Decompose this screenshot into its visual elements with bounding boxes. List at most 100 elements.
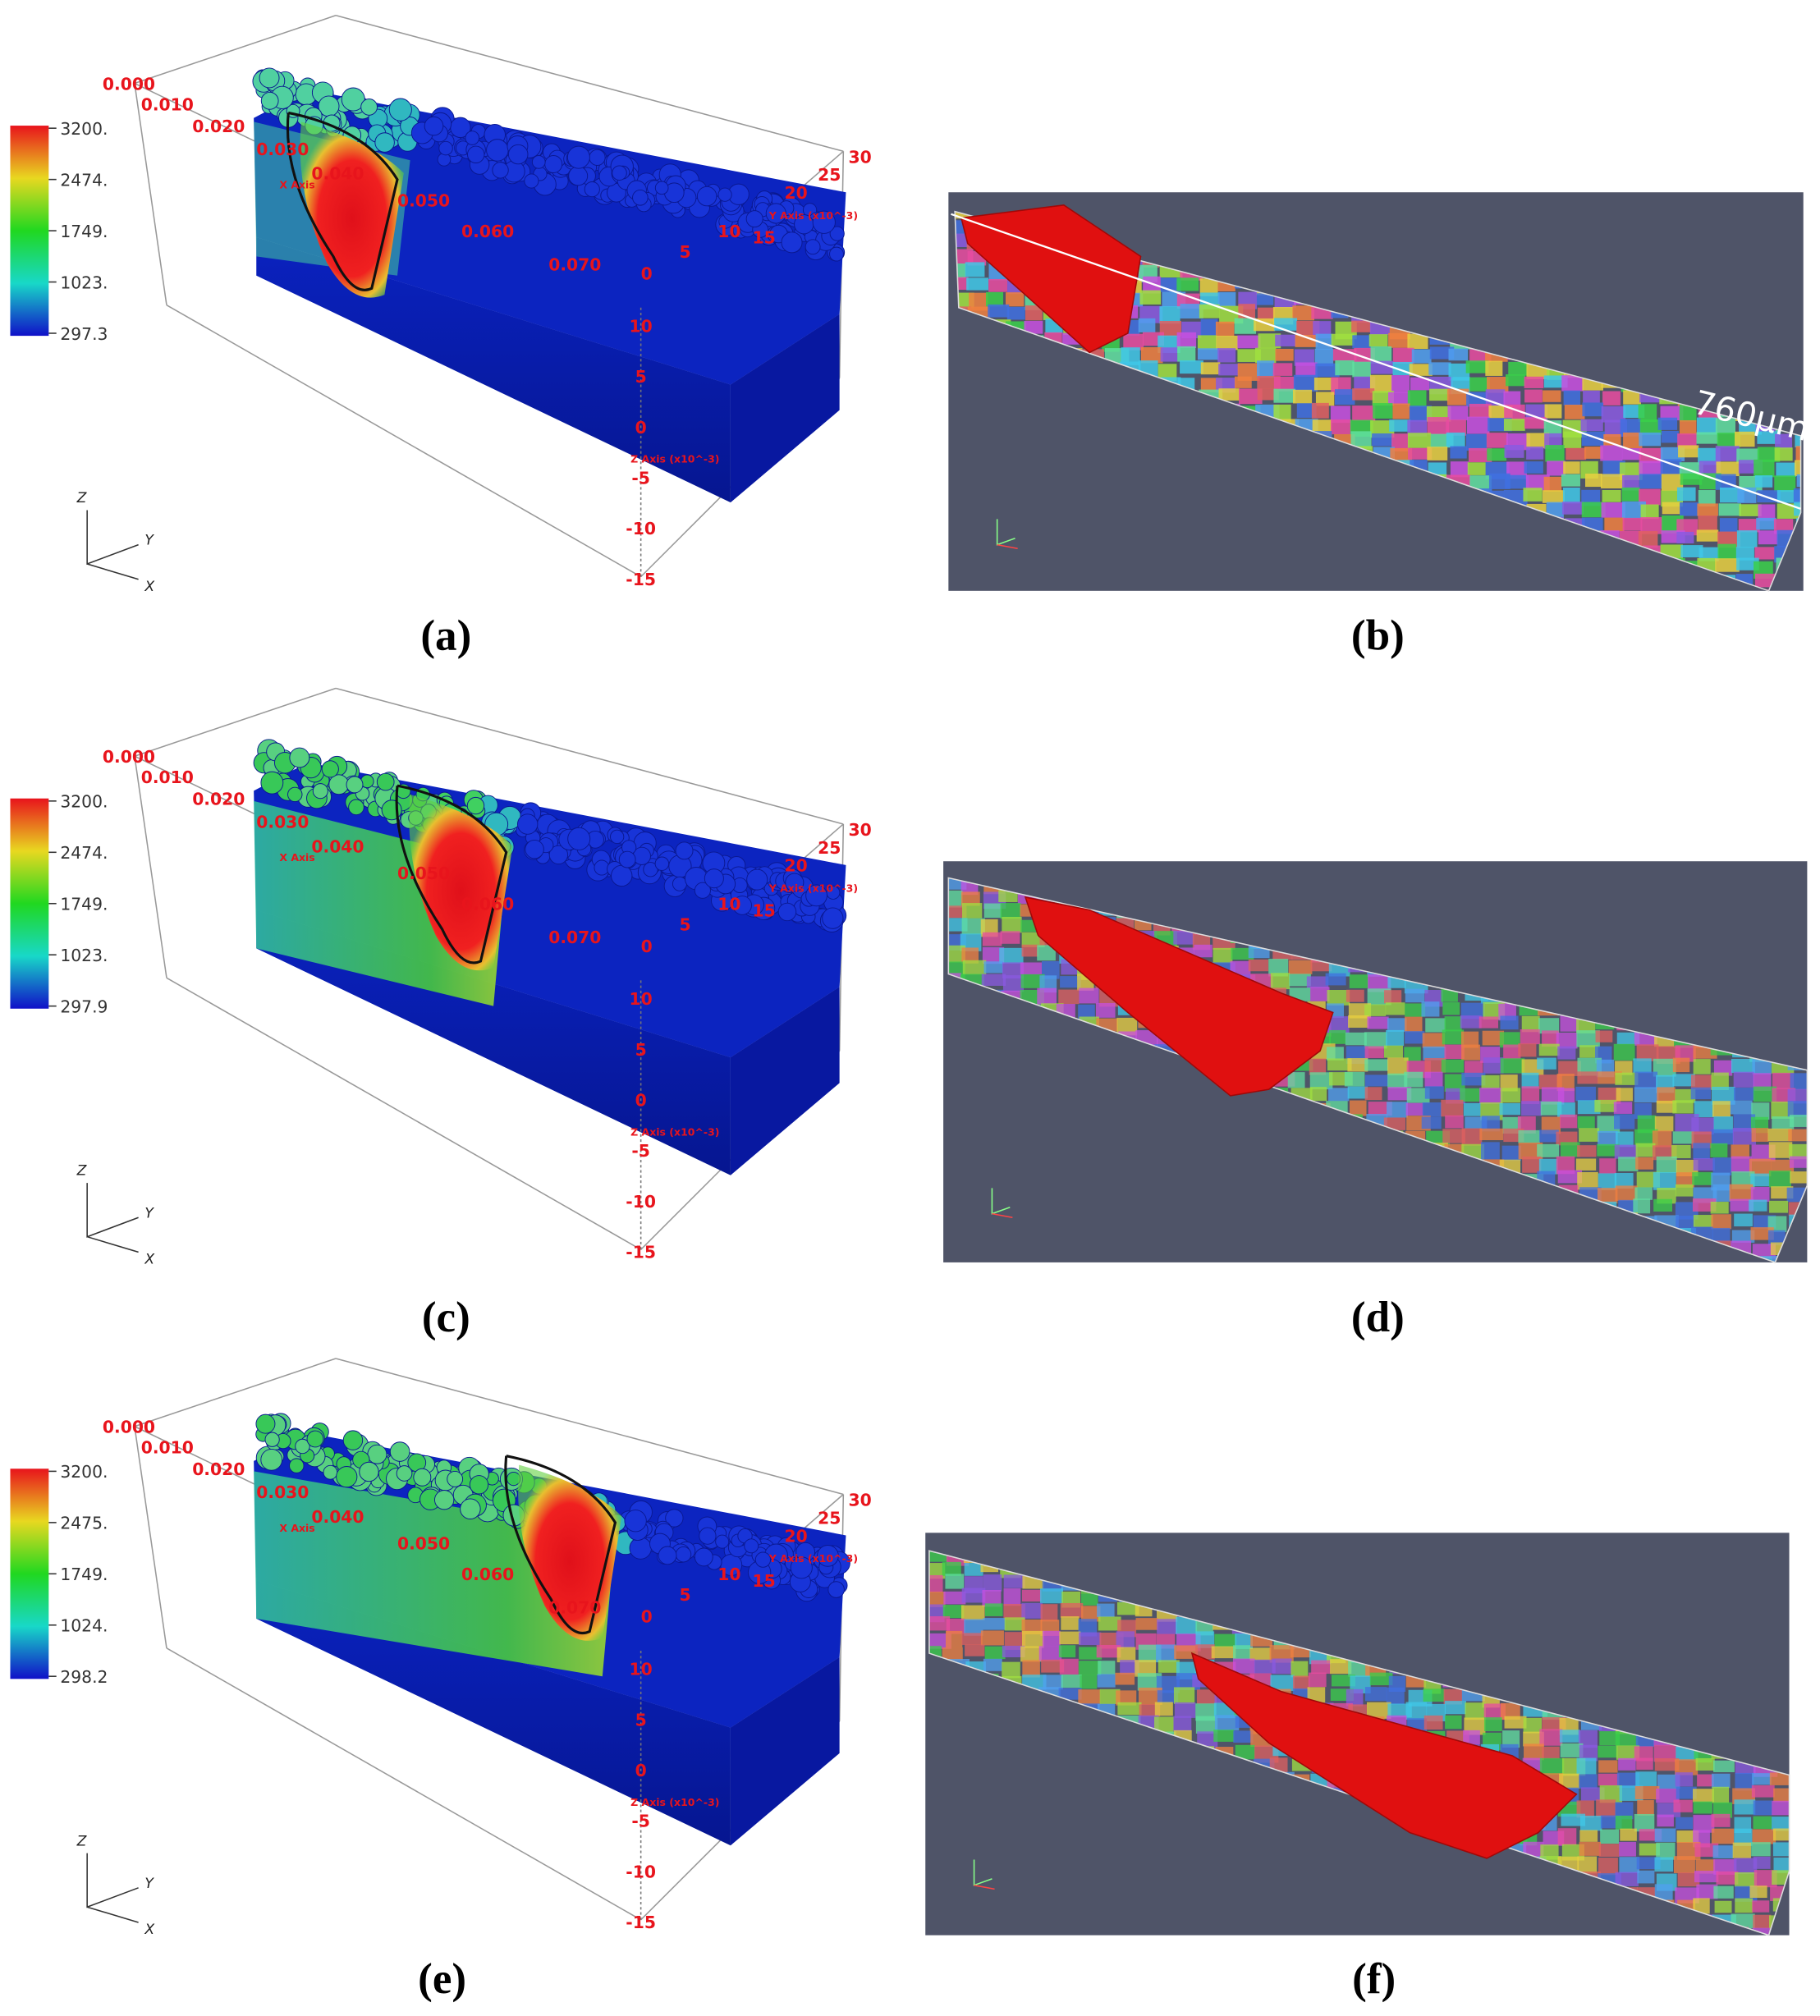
colorbar-label: 2475. — [60, 1514, 108, 1533]
grain — [1711, 1828, 1735, 1844]
grain — [1409, 405, 1433, 422]
grain — [1602, 391, 1621, 405]
grain — [1657, 1774, 1680, 1789]
grain — [1268, 959, 1289, 977]
grain — [1599, 1785, 1623, 1803]
grain — [1388, 332, 1410, 348]
grain — [1556, 1131, 1578, 1146]
colorbar-label: 1749. — [60, 1565, 108, 1584]
grain — [1369, 374, 1392, 393]
powder-particle — [323, 1464, 338, 1480]
grain — [1422, 1102, 1442, 1117]
grain — [1717, 433, 1740, 448]
grain — [1154, 1716, 1174, 1734]
grain — [942, 1561, 961, 1576]
y-tick-label: 0 — [641, 1607, 653, 1627]
grain — [1600, 474, 1625, 489]
grain — [1059, 1631, 1081, 1645]
grain — [1485, 360, 1503, 376]
powder-particle — [544, 155, 563, 173]
grain — [1539, 1757, 1565, 1775]
grain — [1599, 1158, 1616, 1174]
grain — [1293, 1675, 1310, 1690]
grain — [1352, 361, 1371, 378]
grain — [1730, 1198, 1754, 1212]
grain — [1158, 1660, 1180, 1673]
grain — [1331, 1675, 1356, 1687]
grain — [1143, 276, 1161, 294]
x-tick-label: 0.010 — [141, 1438, 194, 1458]
grain — [1080, 1675, 1098, 1689]
melt-pool — [300, 121, 404, 298]
grain — [1656, 1156, 1677, 1174]
grain — [1634, 1071, 1658, 1089]
grain — [961, 1605, 985, 1620]
x-tick-label: 0.020 — [192, 117, 245, 136]
axis-triad — [86, 1183, 139, 1238]
grain — [1292, 305, 1314, 321]
grain — [1330, 1659, 1352, 1675]
grain — [1656, 1842, 1676, 1860]
grain — [1123, 333, 1144, 351]
colorbar-label: 1023. — [60, 273, 108, 292]
grain — [1771, 1159, 1795, 1172]
grain — [1115, 1672, 1135, 1685]
grain — [1139, 290, 1161, 305]
colorbar-label: 1024. — [60, 1616, 108, 1636]
grain — [1615, 1802, 1634, 1820]
grain — [1389, 419, 1411, 432]
powder-particle — [260, 91, 279, 110]
powder-particle — [568, 166, 589, 186]
grain — [1386, 1029, 1405, 1047]
grain — [1692, 1172, 1713, 1185]
grain — [1315, 363, 1340, 378]
grain — [1215, 321, 1235, 337]
grain — [1563, 431, 1582, 448]
axis-triad — [996, 519, 1015, 546]
grain — [1195, 1644, 1215, 1660]
grain — [1174, 1702, 1196, 1718]
grain — [1738, 519, 1760, 533]
grain — [1675, 1772, 1694, 1787]
grain — [1584, 473, 1602, 488]
powder-particle — [525, 839, 544, 859]
grain — [1676, 1159, 1699, 1177]
melt-pool — [409, 795, 513, 971]
grain — [1539, 1129, 1559, 1143]
grain — [1448, 348, 1469, 361]
powder-particle — [732, 896, 752, 915]
grain — [1424, 1071, 1443, 1087]
grain — [1772, 1800, 1790, 1816]
grain — [1116, 1631, 1135, 1648]
grain — [1639, 460, 1663, 475]
grain — [1407, 433, 1432, 448]
powder-particle — [531, 155, 546, 169]
grain — [1557, 1102, 1575, 1118]
grain — [1120, 1660, 1139, 1675]
powder-particle — [389, 1441, 410, 1462]
y-axis-label: Y Axis (x10^-3) — [768, 882, 858, 895]
grain — [1718, 503, 1741, 516]
grain — [1237, 335, 1261, 349]
powder-bed — [254, 763, 846, 1058]
z-tick-label: 10 — [630, 989, 653, 1009]
grain — [1602, 589, 1621, 591]
grain — [1499, 1102, 1521, 1116]
box-edge — [134, 83, 167, 305]
grain — [1309, 1072, 1333, 1090]
powder-particle — [516, 813, 539, 835]
grain — [1653, 1198, 1673, 1212]
grain — [1345, 1032, 1367, 1046]
grain — [1079, 1647, 1103, 1660]
grain — [1367, 1016, 1389, 1029]
grain — [1506, 374, 1526, 387]
axis-triad — [86, 1235, 139, 1253]
grain — [1078, 1004, 1095, 1020]
x-tick-label: 0.050 — [397, 190, 450, 210]
grain — [1710, 1143, 1728, 1157]
x-tick-label: 0.060 — [461, 222, 514, 241]
grain — [1325, 973, 1346, 986]
grain — [1675, 1045, 1696, 1062]
grain — [1275, 349, 1294, 361]
grain — [1729, 1184, 1754, 1201]
